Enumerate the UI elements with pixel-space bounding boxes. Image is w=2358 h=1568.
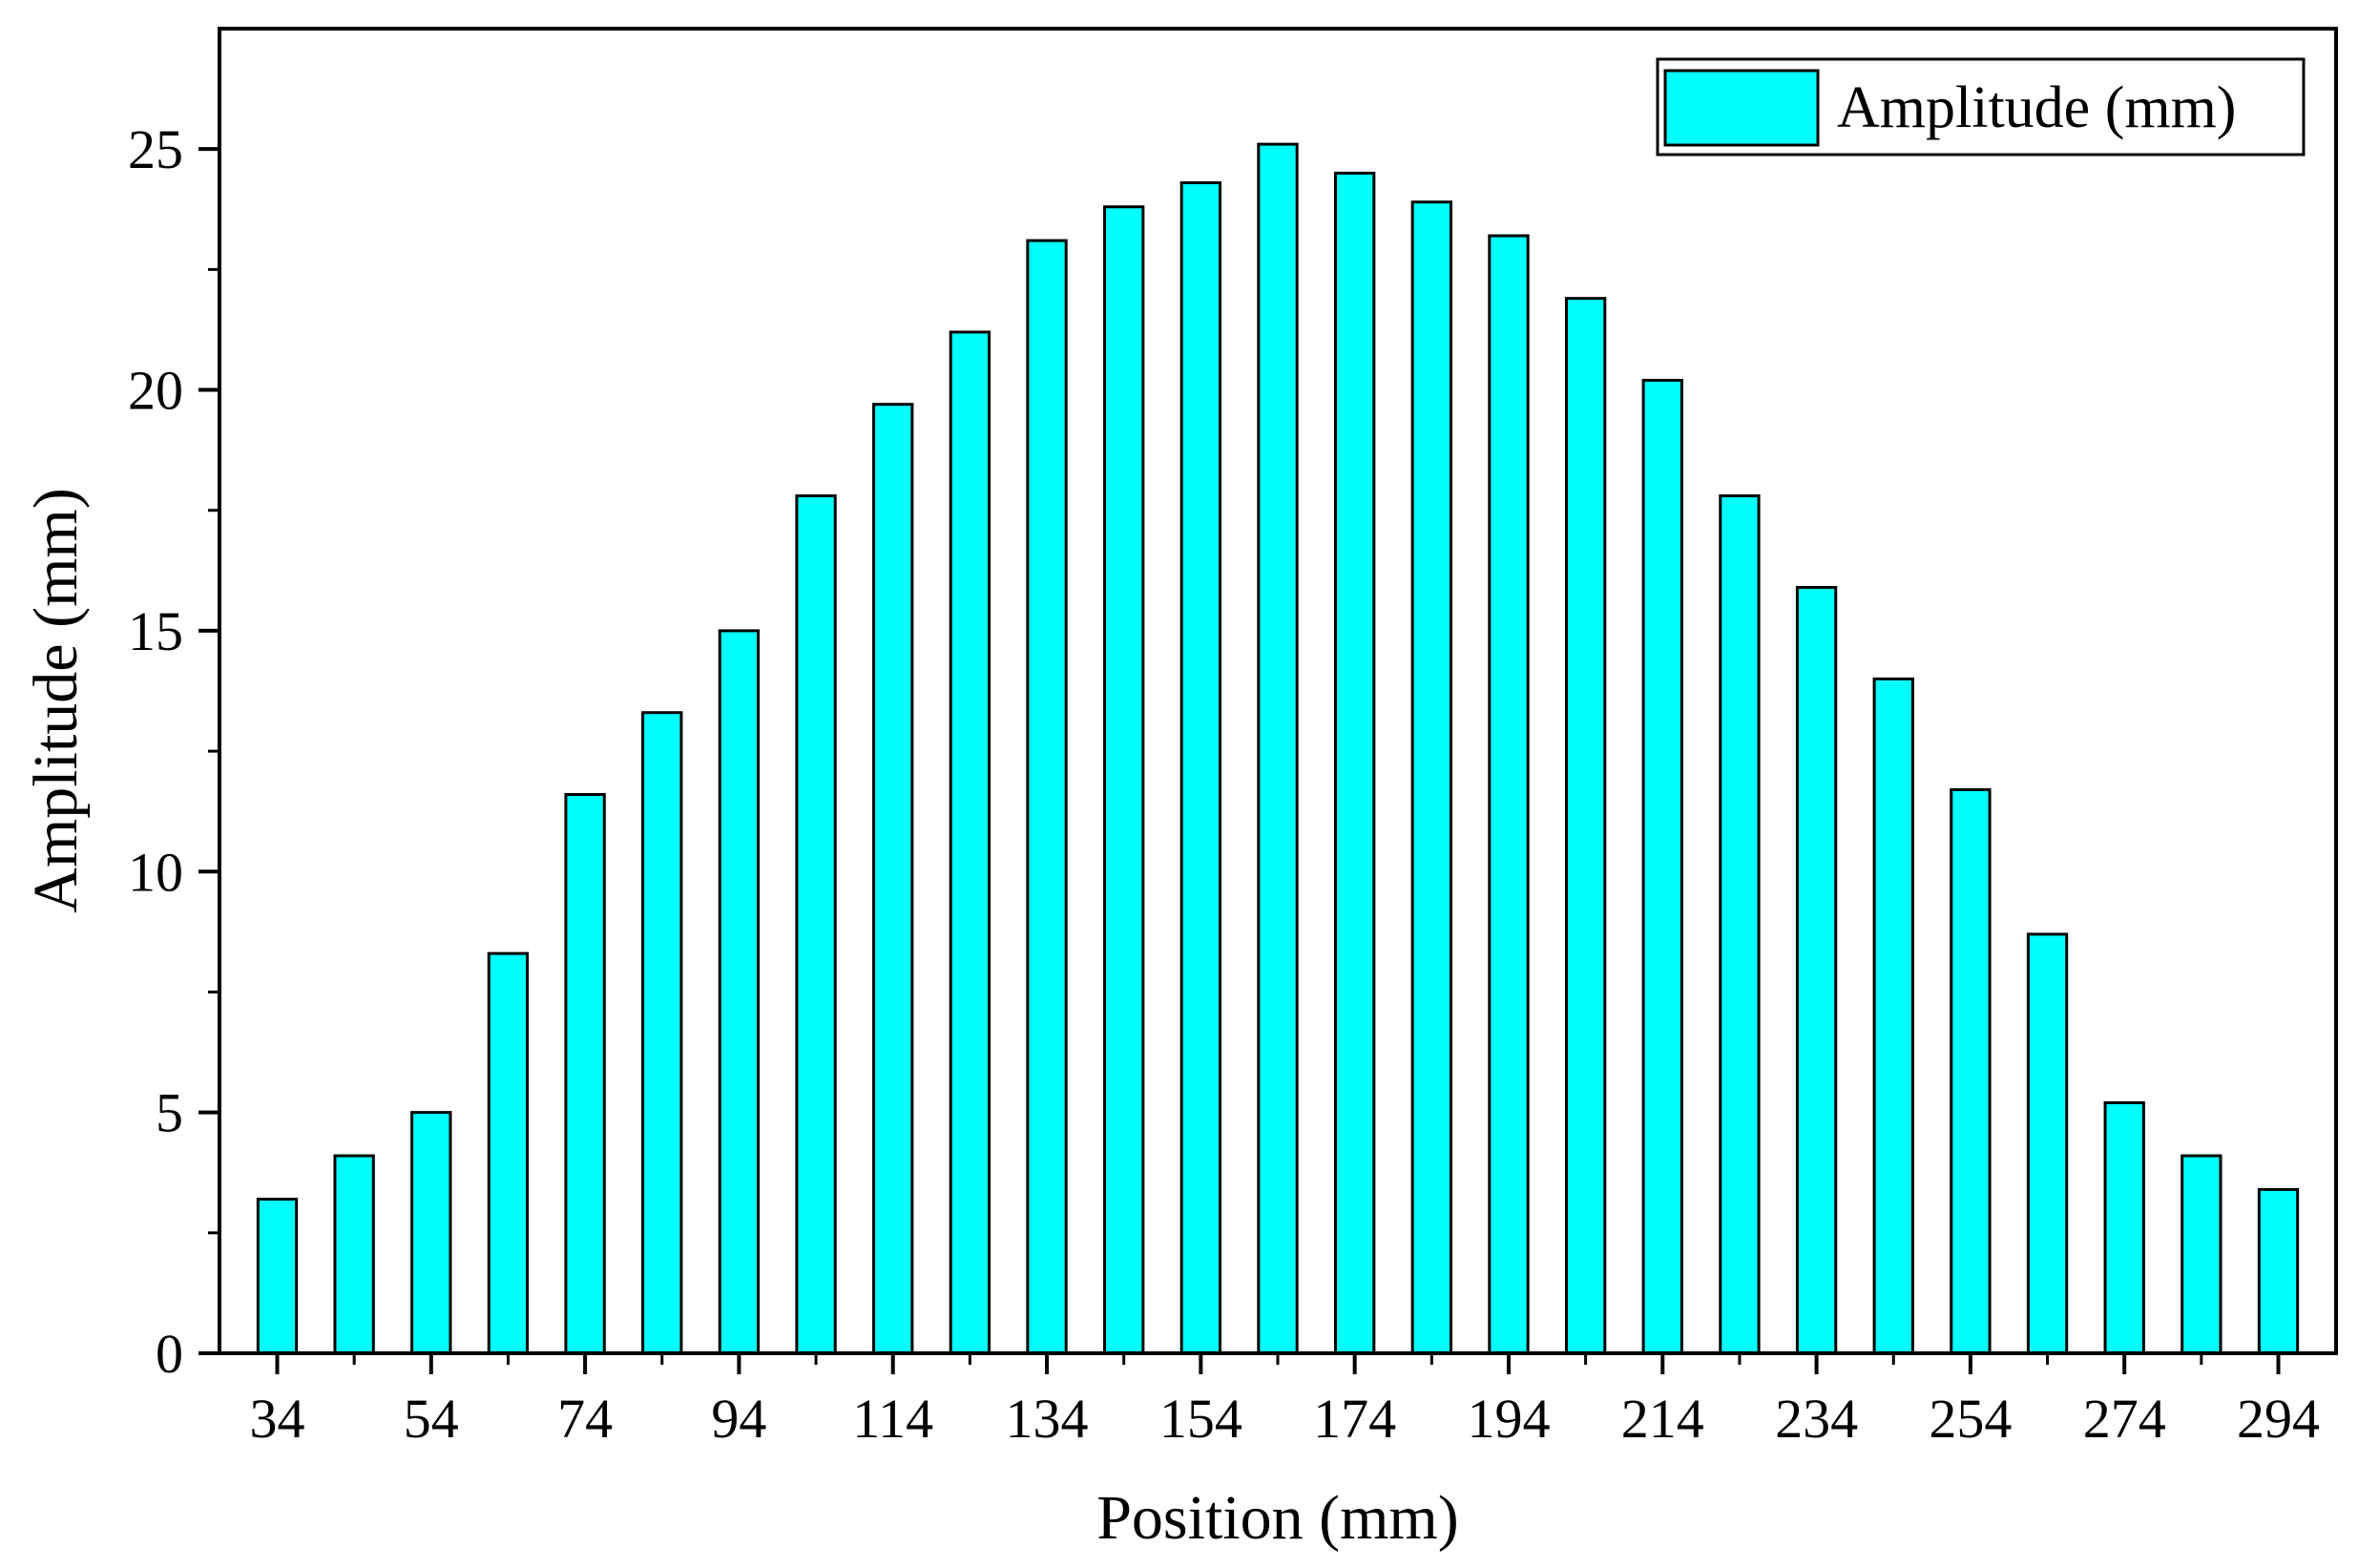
- bar-194: [1488, 234, 1530, 1355]
- legend-swatch: [1663, 69, 1820, 147]
- bar-214: [1641, 378, 1683, 1355]
- bar-284: [2181, 1154, 2222, 1355]
- bar-74: [564, 793, 606, 1355]
- bar-44: [333, 1154, 375, 1355]
- bar-264: [2026, 932, 2069, 1355]
- bar-274: [2103, 1101, 2145, 1355]
- bar-254: [1950, 787, 1992, 1355]
- bar-144: [1103, 205, 1145, 1355]
- x-tick-label-254: 254: [1929, 1388, 2012, 1450]
- bar-54: [410, 1111, 452, 1355]
- bar-234: [1795, 585, 1838, 1355]
- bar-94: [718, 629, 761, 1355]
- x-tick-label-274: 274: [2083, 1388, 2166, 1450]
- bar-114: [872, 403, 914, 1355]
- y-axis-title: Amplitude (mm): [21, 488, 91, 912]
- x-tick-label-54: 54: [404, 1388, 459, 1450]
- x-tick-label-214: 214: [1621, 1388, 1704, 1450]
- bar-164: [1257, 142, 1299, 1355]
- x-tick-label-34: 34: [249, 1388, 304, 1450]
- legend-label: Amplitude (mm): [1837, 75, 2236, 140]
- bar-174: [1333, 171, 1376, 1355]
- bar-244: [1872, 677, 1914, 1355]
- bar-64: [487, 951, 530, 1355]
- y-tick-label-0: 0: [156, 1323, 183, 1385]
- x-tick-label-294: 294: [2237, 1388, 2320, 1450]
- x-tick-label-174: 174: [1313, 1388, 1396, 1450]
- x-tick-label-234: 234: [1775, 1388, 1858, 1450]
- bar-104: [795, 494, 837, 1355]
- bar-294: [2257, 1187, 2300, 1355]
- x-tick-label-134: 134: [1006, 1388, 1089, 1450]
- bar-84: [641, 711, 683, 1355]
- ticks-group: [198, 147, 2281, 1374]
- x-tick-label-194: 194: [1467, 1388, 1550, 1450]
- y-tick-label-10: 10: [128, 841, 183, 903]
- bar-184: [1410, 200, 1452, 1355]
- bar-134: [1026, 239, 1068, 1355]
- bar-124: [949, 330, 991, 1355]
- y-tick-label-15: 15: [128, 600, 183, 662]
- x-tick-label-94: 94: [711, 1388, 766, 1450]
- y-tick-label-5: 5: [156, 1082, 183, 1144]
- x-tick-label-154: 154: [1159, 1388, 1242, 1450]
- bar-34: [256, 1197, 299, 1355]
- bars-group: [256, 142, 2300, 1355]
- x-tick-label-114: 114: [852, 1388, 933, 1450]
- y-tick-label-20: 20: [128, 360, 183, 422]
- x-axis-title: Position (mm): [1096, 1483, 1459, 1553]
- y-tick-label-25: 25: [128, 118, 183, 180]
- legend: Amplitude (mm): [1656, 57, 2306, 157]
- tick-labels-group: 0 5 10 15 20 25 34 54 74 94 114 134 154 174 194 214 234 2…: [128, 118, 2320, 1450]
- bar-204: [1564, 297, 1607, 1355]
- bar-154: [1179, 181, 1222, 1355]
- x-tick-label-74: 74: [557, 1388, 613, 1450]
- bar-224: [1719, 494, 1761, 1355]
